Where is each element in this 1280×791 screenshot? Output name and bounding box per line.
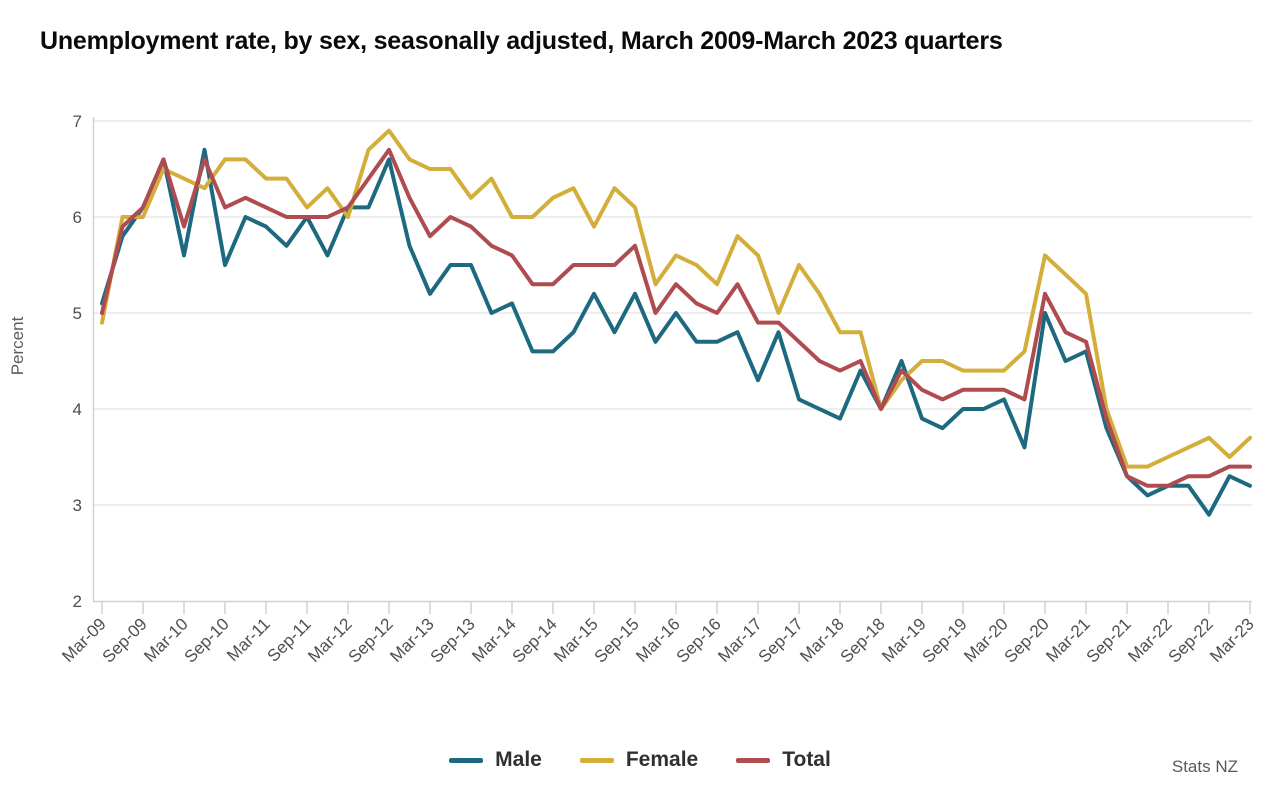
x-tick-label: Mar-16 — [632, 614, 684, 666]
x-tick-label: Sep-10 — [181, 614, 233, 666]
legend-item-male[interactable]: Male — [449, 748, 542, 772]
x-tick-label: Mar-11 — [223, 614, 274, 665]
x-tick-label: Sep-21 — [1083, 614, 1135, 666]
x-tick-label: Mar-20 — [960, 614, 1012, 666]
x-tick-label: Sep-15 — [591, 614, 643, 666]
x-tick-label: Sep-22 — [1165, 614, 1217, 666]
x-tick-label: Mar-23 — [1206, 614, 1258, 666]
x-tick-label: Mar-21 — [1042, 614, 1094, 666]
legend-item-total[interactable]: Total — [736, 748, 831, 772]
stats-nz-credit: Stats NZ — [1171, 757, 1238, 776]
x-tick-label: Mar-17 — [714, 614, 766, 666]
x-tick-label: Sep-16 — [673, 614, 725, 666]
legend: Male Female Total — [0, 748, 1280, 772]
x-tick-label: Sep-20 — [1001, 614, 1053, 666]
x-tick-label: Sep-14 — [509, 614, 561, 666]
female-line — [100, 128, 1252, 469]
x-tick-label: Sep-17 — [755, 614, 807, 666]
x-tick-label: Sep-11 — [264, 614, 315, 665]
x-tick-label: Mar-22 — [1124, 614, 1176, 666]
x-tick-labels: Mar-09Sep-09Mar-10Sep-10Mar-11Sep-11Mar-… — [58, 614, 1258, 666]
x-tick-label: Mar-12 — [304, 614, 356, 666]
x-tick-label: Sep-12 — [345, 614, 397, 666]
x-tick-label: Mar-10 — [140, 614, 192, 666]
x-tick-label: Sep-19 — [919, 614, 971, 666]
x-tick-label: Mar-14 — [468, 614, 520, 666]
y-tick-label: 3 — [73, 496, 82, 515]
legend-label-female: Female — [625, 748, 699, 771]
axis-frame — [92, 117, 1252, 603]
x-tick-label: Sep-13 — [427, 614, 479, 666]
legend-label-male: Male — [495, 748, 542, 771]
y-tick-label: 7 — [73, 112, 82, 131]
chart-title: Unemployment rate, by sex, seasonally ad… — [40, 27, 1003, 55]
x-tick-label: Mar-09 — [58, 614, 110, 666]
y-tick-label: 4 — [73, 400, 82, 419]
y-tick-label: 5 — [73, 304, 82, 323]
x-tick-label: Mar-13 — [386, 614, 438, 666]
y-tick-label: 2 — [73, 592, 82, 611]
data-lines — [100, 128, 1252, 517]
x-tick-marks — [101, 602, 1251, 614]
x-tick-label: Sep-09 — [99, 614, 151, 666]
total-line-swatch — [736, 757, 771, 763]
female-line-swatch — [579, 757, 614, 763]
x-tick-label: Sep-18 — [837, 614, 889, 666]
x-tick-label: Mar-15 — [550, 614, 602, 666]
male-line-swatch — [449, 757, 484, 763]
y-tick-labels: 2 3 4 5 6 7 — [73, 112, 82, 611]
male-line — [100, 147, 1252, 517]
y-tick-label: 6 — [73, 208, 82, 227]
legend-label-total: Total — [782, 748, 831, 771]
legend-item-female[interactable]: Female — [579, 748, 699, 772]
x-tick-label: Mar-19 — [878, 614, 930, 666]
total-line — [100, 147, 1252, 488]
x-tick-label: Mar-18 — [796, 614, 848, 666]
